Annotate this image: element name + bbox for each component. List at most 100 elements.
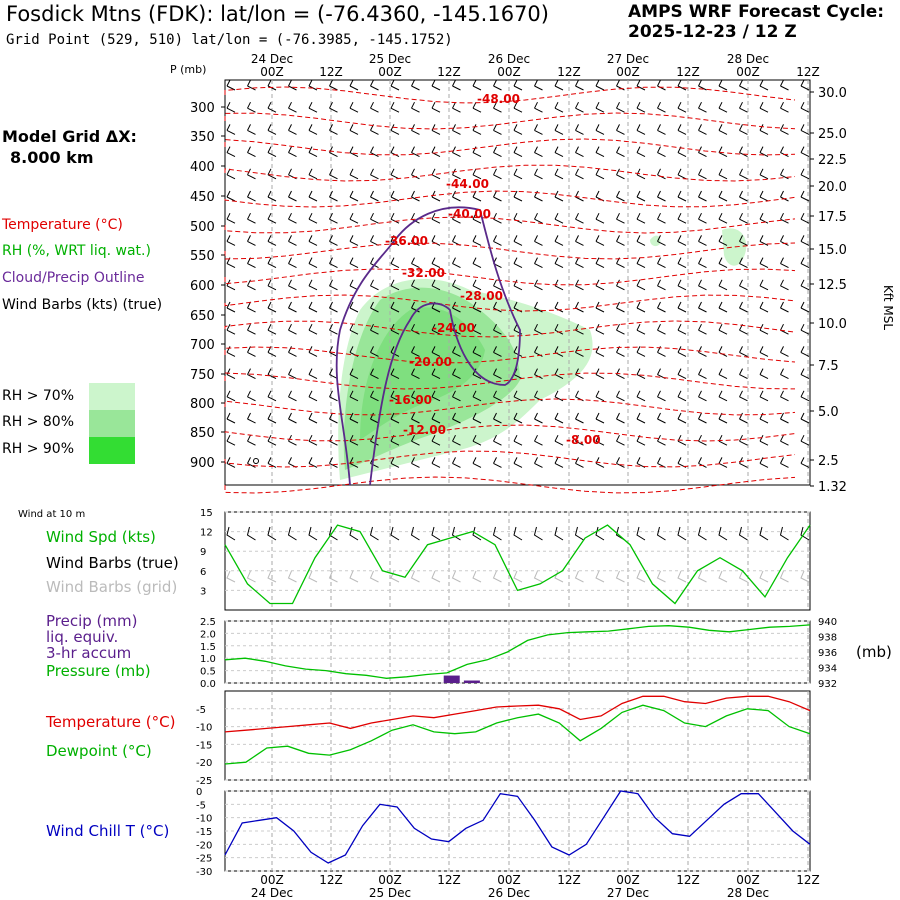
- wind-barb: [595, 301, 605, 313]
- wind-barb: [534, 323, 543, 335]
- wind-tick-label: 9: [200, 547, 206, 558]
- wind-barb: [370, 346, 379, 357]
- wind-barb: [390, 257, 400, 269]
- wind-barb: [657, 434, 666, 446]
- wind-barb: [493, 101, 502, 113]
- isotherm-label: -12.00: [403, 423, 446, 437]
- time-top-label: 12Z: [437, 65, 461, 79]
- wind-barb: [575, 79, 584, 91]
- wind-barb: [431, 368, 441, 380]
- wind-barb: [759, 190, 769, 202]
- wind-barb: [493, 124, 502, 135]
- time-top-label: 12Z: [796, 65, 820, 79]
- wind-barb: [493, 434, 502, 446]
- wind-barb: [780, 412, 789, 424]
- wind-barb: [718, 323, 728, 335]
- wind-barb: [349, 323, 359, 335]
- wind-barb: [636, 235, 646, 246]
- precip-tick-label: 2.0: [200, 629, 216, 640]
- wind-barb: [718, 79, 728, 91]
- wind-barb: [308, 101, 318, 113]
- isotherm-line: [224, 164, 796, 182]
- wind-barb: [267, 323, 277, 335]
- wind-barb: [759, 168, 769, 180]
- isotherm-label: -48.00: [477, 92, 520, 106]
- wind-barb: [288, 101, 297, 113]
- wind-barb: [267, 190, 277, 202]
- wind-barb: [226, 301, 236, 313]
- wind-barb: [431, 124, 441, 135]
- wind-barb: [677, 190, 687, 202]
- time-bottom-label: 12Z: [319, 873, 343, 887]
- wind-barb: [308, 390, 318, 402]
- surface-wind-barb: [574, 526, 584, 541]
- wind-barb: [616, 323, 625, 335]
- wind-barb: [677, 368, 687, 380]
- wind-barb: [575, 190, 584, 202]
- pressure-tick-label-right: 936: [818, 648, 837, 659]
- pressure-tick-label-right: 938: [818, 633, 837, 644]
- wind-barb: [677, 390, 687, 402]
- wind-barb: [493, 146, 502, 158]
- wind-barb: [657, 79, 666, 91]
- wind-barb: [226, 212, 236, 224]
- wind-barb: [390, 301, 400, 313]
- wind-barb: [698, 323, 707, 335]
- wind-speed-line: [224, 524, 811, 605]
- wind-barb: [759, 368, 769, 380]
- wind-barb: [698, 212, 707, 224]
- wind-barb: [718, 190, 728, 202]
- wind-barb: [534, 146, 543, 158]
- wind-barb: [759, 412, 769, 424]
- wind-barb: [595, 279, 605, 291]
- wind-barb: [472, 457, 482, 468]
- wind-barb: [411, 79, 420, 91]
- wind-barb: [390, 124, 400, 135]
- wind-barb: [657, 101, 666, 113]
- isotherm-line: [224, 320, 796, 338]
- wind-barb: [800, 323, 810, 335]
- wind-barb: [226, 101, 236, 113]
- pressure-tick-label-right: 934: [818, 664, 837, 675]
- wind-barb: [472, 390, 482, 402]
- isotherm-label: -16.00: [389, 393, 432, 407]
- wind-barb: [329, 190, 338, 202]
- wind-barb: [329, 434, 338, 446]
- grid-wind-barb: [287, 570, 297, 583]
- wind-barb: [595, 434, 605, 446]
- wind-barb: [780, 301, 789, 313]
- grid-wind-barb: [410, 570, 420, 583]
- pressure-tick-label: 700: [190, 338, 215, 353]
- wind-barb: [698, 301, 707, 313]
- wind-barb: [452, 257, 461, 269]
- wind-barb: [226, 390, 236, 402]
- temp-tick-label: -5: [196, 705, 206, 716]
- isotherm-label: -24.00: [432, 321, 475, 335]
- wind-barb: [308, 323, 318, 335]
- wind-barb: [677, 79, 687, 91]
- wind-barb: [780, 79, 789, 91]
- precip-panel-frame: [224, 620, 811, 684]
- wind-barb: [595, 235, 605, 246]
- wind-barb: [226, 146, 236, 158]
- wind-barb: [472, 235, 482, 246]
- wind-barb: [493, 190, 502, 202]
- time-top-label: 12Z: [676, 65, 700, 79]
- temp-tick-label: -20: [196, 758, 212, 769]
- wind-barb: [575, 457, 584, 468]
- wind-barb: [329, 101, 338, 113]
- surface-wind-barb: [718, 526, 728, 541]
- wind-barb: [513, 235, 523, 246]
- wind-barb: [288, 124, 297, 135]
- wind-barb: [267, 279, 277, 291]
- grid-wind-barb: [431, 570, 441, 583]
- grid-wind-barb: [246, 570, 256, 583]
- wind-barb: [370, 101, 379, 113]
- wind-barb: [677, 101, 687, 113]
- isotherm-label: -28.00: [460, 289, 503, 303]
- wind-barb: [554, 212, 564, 224]
- wind-barb: [226, 346, 236, 357]
- time-bottom-label: 12Z: [676, 873, 700, 887]
- wind-panel-frame: [224, 511, 811, 611]
- wind-barb: [493, 79, 502, 91]
